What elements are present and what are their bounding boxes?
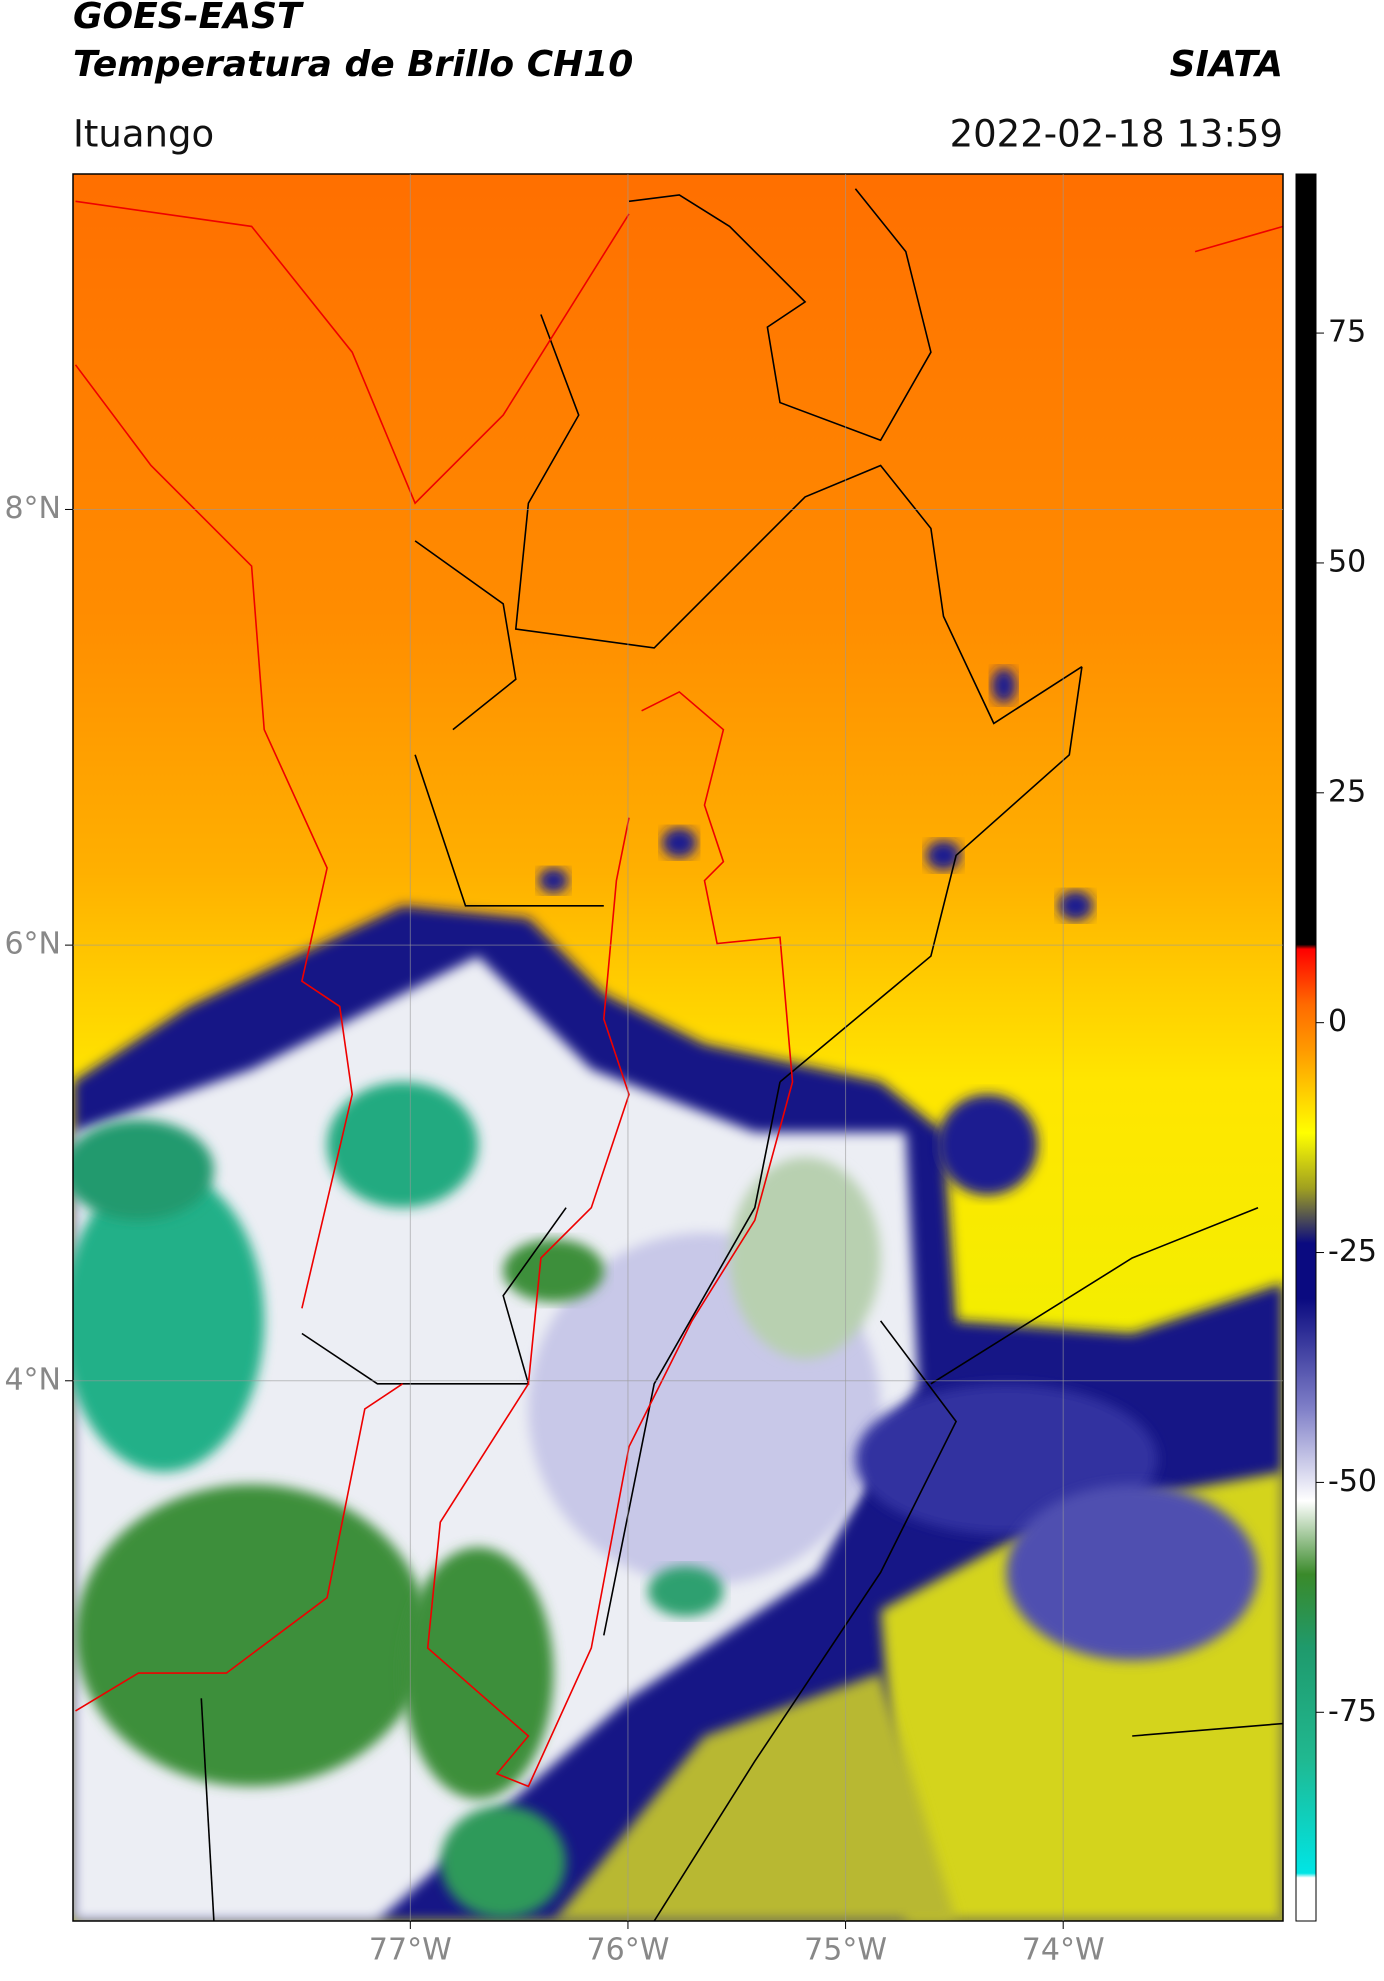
coastline: [74, 364, 354, 1309]
coastline: [75, 1383, 404, 1712]
border: [930, 1206, 1259, 1385]
border: [628, 188, 932, 442]
border: [779, 666, 1083, 1083]
x-tick-label: 77°W: [369, 1933, 452, 1968]
coastline: [75, 200, 630, 505]
timestamp: 2022-02-18 13:59: [950, 113, 1283, 156]
border: [603, 1081, 781, 1636]
border: [1132, 1722, 1283, 1737]
cloud-cell: [991, 667, 1017, 704]
cold-core: [647, 1566, 724, 1617]
subtitle: Temperatura de Brillo CH10: [73, 44, 633, 85]
cloud-cell: [661, 827, 697, 858]
warm-area: [553, 1673, 957, 1921]
colorbar: [1295, 173, 1317, 1922]
cold-core: [75, 1484, 428, 1787]
colorbar-tick-label: -25: [1328, 1234, 1377, 1269]
cloud-band: [1006, 1484, 1258, 1661]
coastline: [1194, 225, 1283, 253]
border: [653, 1320, 958, 1921]
colorbar-tick-label: -75: [1328, 1694, 1377, 1729]
cold-core: [440, 1805, 567, 1919]
y-tick-label: 4°N: [4, 1362, 61, 1397]
cold-core: [73, 1169, 265, 1472]
location: Ituango: [73, 113, 214, 156]
border: [200, 1698, 215, 1921]
colorbar-tick-label: 50: [1328, 544, 1366, 579]
cloud-cell: [1057, 890, 1094, 921]
border: [414, 540, 517, 731]
cold-core: [327, 1081, 479, 1208]
cold-core: [503, 1239, 604, 1303]
y-tick-label: 6°N: [4, 927, 61, 962]
source: SIATA: [1170, 44, 1283, 85]
cloud-cell: [538, 868, 569, 894]
colorbar-tick-label: 0: [1328, 1004, 1347, 1039]
satellite-image: [73, 174, 1283, 1921]
colorbar-tick-label: 25: [1328, 774, 1366, 809]
cold-core: [402, 1547, 554, 1799]
x-tick-label: 74°W: [1022, 1933, 1105, 1968]
y-tick-label: 8°N: [4, 491, 61, 526]
border: [514, 314, 1083, 725]
map-frame: [72, 173, 1284, 1922]
x-tick-label: 76°W: [587, 1933, 670, 1968]
region-outline: [426, 690, 794, 1788]
cloud-cell: [925, 840, 962, 871]
colorbar-tick-label: -50: [1328, 1464, 1377, 1499]
cloud-cell: [937, 1094, 1038, 1196]
border: [414, 754, 604, 907]
cold-core: [73, 1119, 214, 1221]
x-tick-label: 75°W: [804, 1933, 887, 1968]
colorbar-tick-label: 75: [1328, 315, 1366, 350]
title: GOES-EAST: [73, 0, 304, 37]
cold-core: [729, 1157, 881, 1359]
